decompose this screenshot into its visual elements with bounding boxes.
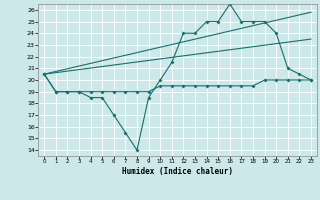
X-axis label: Humidex (Indice chaleur): Humidex (Indice chaleur) <box>122 167 233 176</box>
